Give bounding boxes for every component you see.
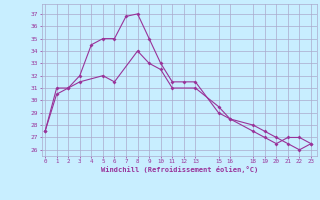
X-axis label: Windchill (Refroidissement éolien,°C): Windchill (Refroidissement éolien,°C) [100,166,258,173]
